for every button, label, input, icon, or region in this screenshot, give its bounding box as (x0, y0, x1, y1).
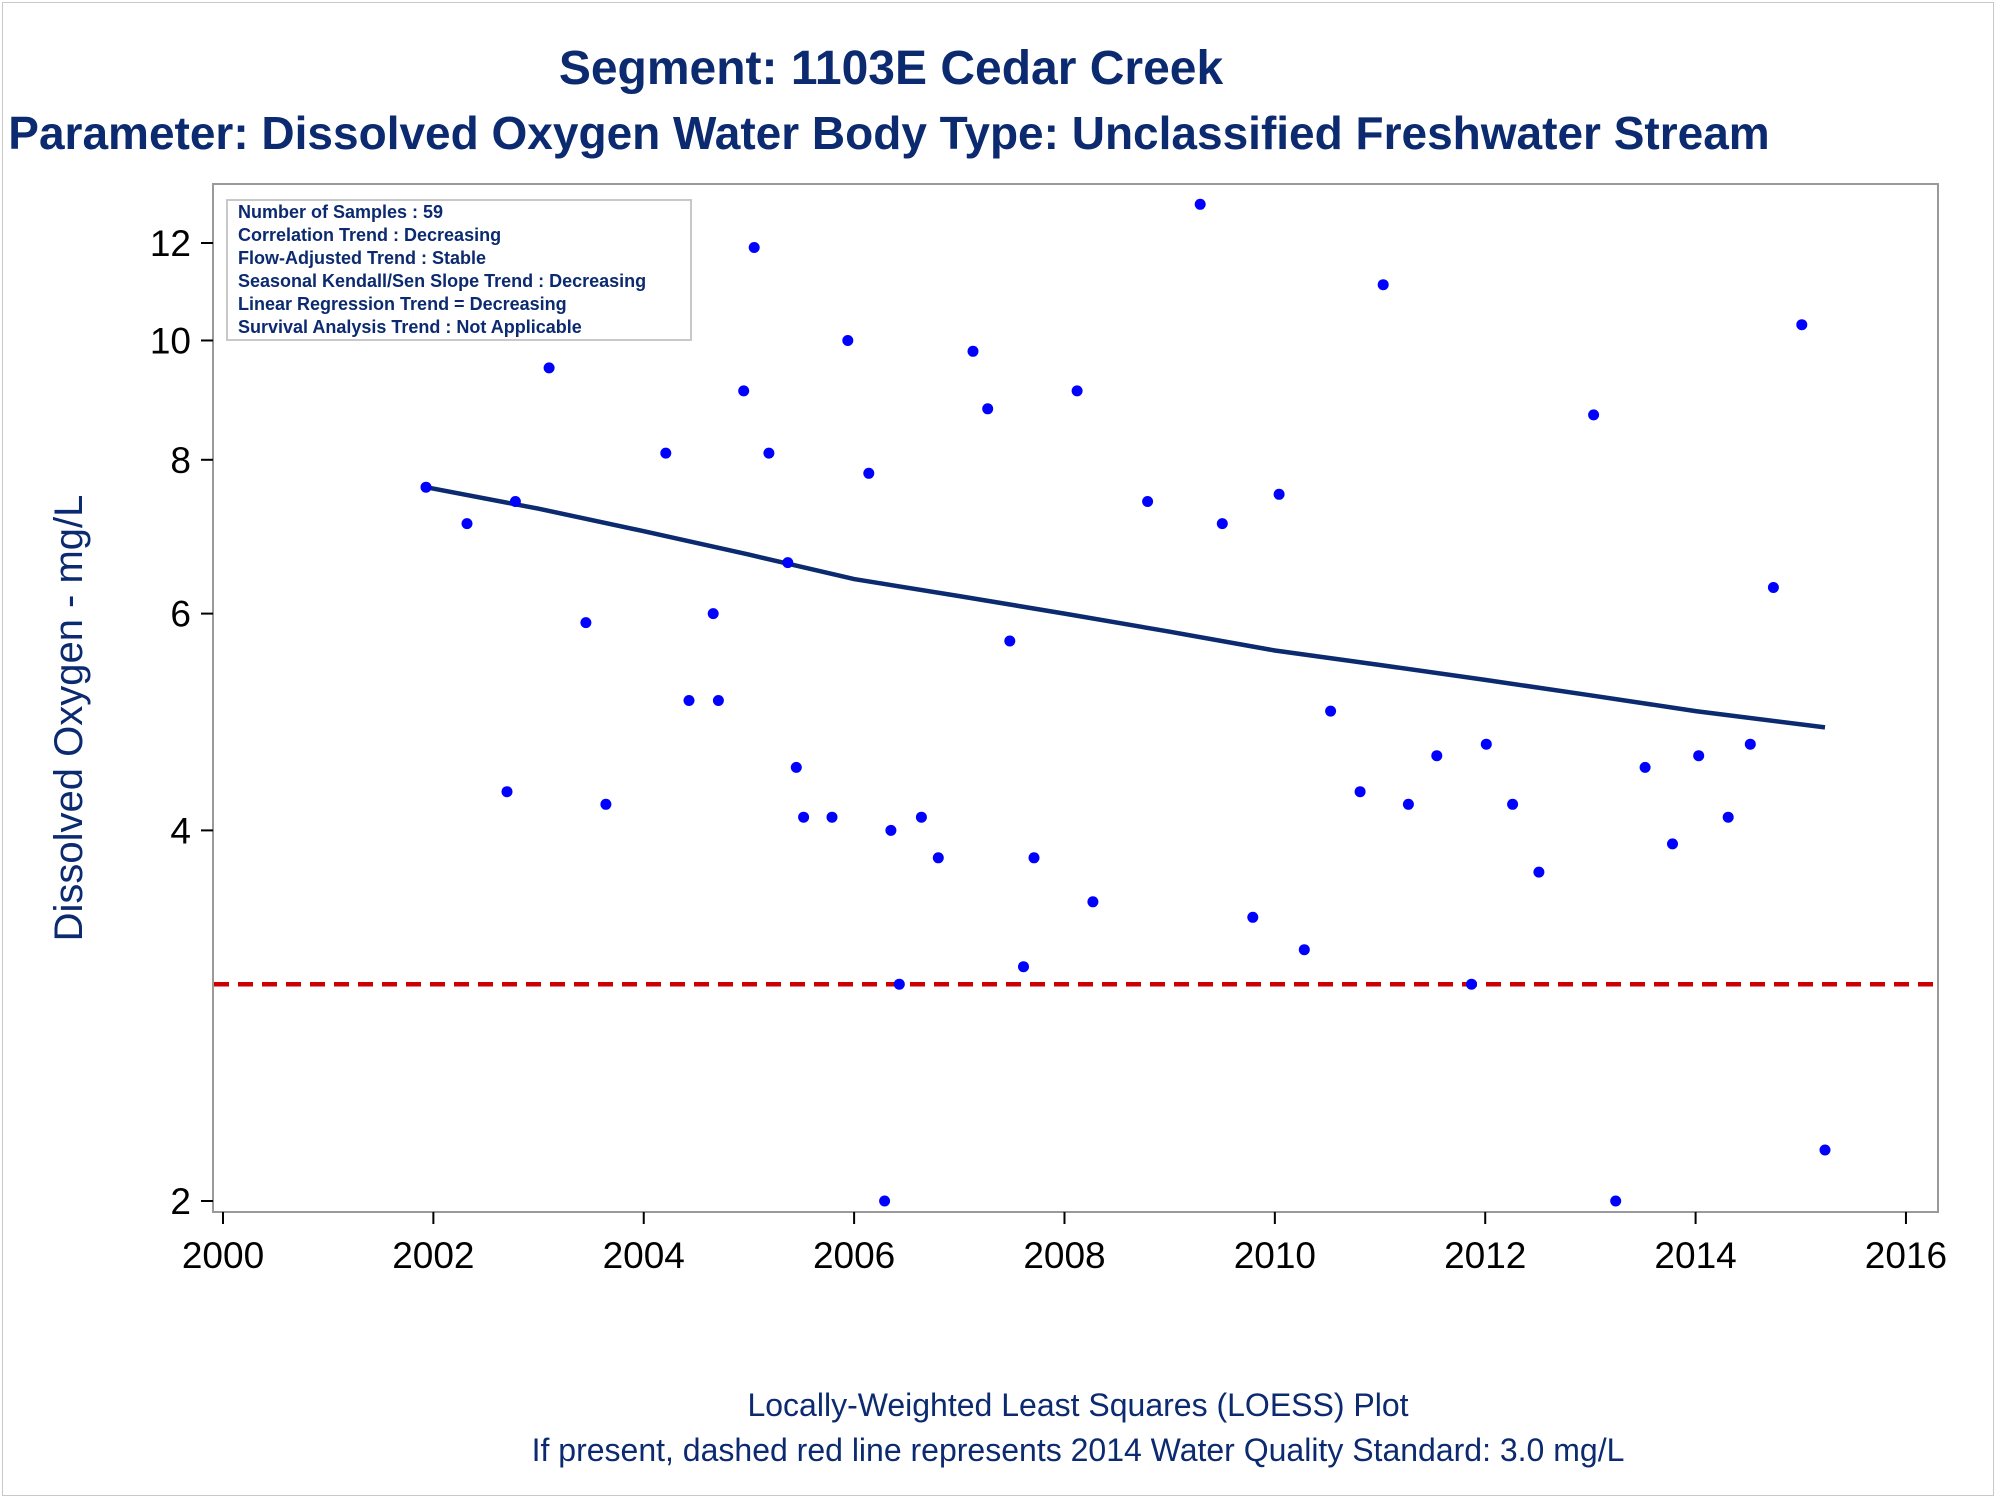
data-point-42 (1354, 786, 1366, 798)
chart-subtitle: Parameter: Dissolved Oxygen Water Body T… (8, 107, 1769, 159)
data-point-36 (1194, 198, 1206, 210)
data-point-21 (842, 335, 854, 346)
x-tick-label-2012: 2012 (1444, 1235, 1526, 1276)
data-point-14 (738, 385, 750, 397)
data-point-41 (1325, 705, 1337, 717)
y-tick-label-2: 2 (170, 1181, 191, 1222)
data-point-34 (1087, 896, 1099, 908)
data-point-40 (1298, 944, 1310, 956)
y-axis-label: Dissolved Oxygen - mg/L (47, 495, 91, 942)
y-tick-label-4: 4 (170, 810, 191, 851)
y-tick-label-6: 6 (170, 594, 191, 635)
x-tick-label-2010: 2010 (1234, 1235, 1316, 1276)
data-point-15 (748, 242, 760, 253)
data-point-39 (1273, 488, 1285, 500)
data-point-58 (1796, 319, 1808, 331)
footnote-method: Locally-Weighted Least Squares (LOESS) P… (747, 1387, 1408, 1423)
data-point-59 (1819, 1144, 1831, 1156)
x-tick-label-2006: 2006 (813, 1235, 895, 1276)
data-point-32 (1028, 852, 1040, 864)
data-point-57 (1767, 582, 1779, 593)
y-tick-label-8: 8 (170, 440, 191, 481)
loess-trend-line (425, 484, 1826, 730)
plot-area (212, 183, 1939, 1213)
data-point-16 (763, 447, 775, 459)
data-point-29 (982, 403, 994, 415)
data-point-56 (1744, 738, 1756, 750)
data-point-30 (1004, 635, 1016, 647)
data-point-54 (1693, 750, 1705, 762)
info-correlation: Correlation Trend : Decreasing (238, 225, 501, 245)
info-samples: Number of Samples : 59 (238, 202, 443, 222)
x-tick-label-2000: 2000 (182, 1235, 264, 1276)
data-point-51 (1610, 1195, 1622, 1207)
x-tick-label-2002: 2002 (392, 1235, 474, 1276)
data-point-9 (600, 798, 612, 810)
data-point-38 (1247, 911, 1259, 923)
info-seasonal-kendall: Seasonal Kendall/Sen Slope Trend : Decre… (238, 271, 646, 291)
x-tick-label-2016: 2016 (1865, 1235, 1947, 1276)
info-linear-regression: Linear Regression Trend = Decreasing (238, 294, 567, 314)
data-point-43 (1377, 279, 1389, 291)
y-tick-label-10: 10 (150, 320, 191, 361)
trend-info-box: Number of Samples : 59 Correlation Trend… (226, 199, 692, 341)
info-survival: Survival Analysis Trend : Not Applicable (238, 317, 582, 337)
data-point-50 (1588, 409, 1600, 421)
data-point-18 (790, 761, 802, 773)
x-tick-label-2008: 2008 (1023, 1235, 1105, 1276)
data-point-28 (967, 345, 979, 357)
y-tick-label-12: 12 (150, 223, 191, 264)
data-point-1 (420, 481, 432, 493)
data-point-45 (1431, 750, 1443, 762)
data-point-53 (1667, 838, 1678, 850)
data-point-4 (501, 786, 513, 798)
data-point-44 (1402, 798, 1414, 810)
info-flow-adjusted: Flow-Adjusted Trend : Stable (238, 248, 486, 268)
data-point-47 (1480, 738, 1492, 750)
data-point-22 (863, 467, 875, 479)
x-tick-label-2004: 2004 (603, 1235, 685, 1276)
data-point-49 (1533, 866, 1545, 878)
data-point-24 (885, 824, 897, 836)
x-tick-label-2014: 2014 (1654, 1235, 1736, 1276)
trend-layer (425, 484, 1826, 730)
data-point-52 (1639, 761, 1651, 773)
data-point-25 (893, 978, 905, 990)
chart-title: Segment: 1103E Cedar Creek (559, 42, 1224, 95)
data-point-10 (660, 447, 672, 459)
data-point-5 (509, 496, 521, 507)
data-point-33 (1071, 385, 1083, 397)
data-point-46 (1466, 978, 1477, 990)
footnote-standard: If present, dashed red line represents 2… (532, 1432, 1625, 1468)
data-point-48 (1507, 798, 1519, 810)
data-point-20 (826, 811, 838, 823)
x-axis: 2000 2002 2004 2006 2008 2010 2012 2014 2016 (182, 1212, 1947, 1276)
y-axis: 2 4 6 8 10 12 (150, 223, 213, 1222)
data-point-26 (915, 811, 927, 823)
data-point-3 (461, 518, 473, 530)
data-point-37 (1216, 518, 1228, 530)
data-point-12 (707, 608, 719, 620)
points-layer (420, 198, 1831, 1207)
data-point-7 (543, 362, 555, 374)
data-point-27 (932, 852, 944, 864)
data-point-55 (1722, 811, 1734, 823)
data-point-8 (580, 617, 592, 629)
data-point-11 (683, 695, 695, 706)
do-trend-chart: Segment: 1103E Cedar Creek Parameter: Di… (8, 42, 1947, 1468)
data-point-35 (1142, 496, 1154, 507)
data-point-31 (1018, 961, 1029, 973)
data-point-19 (798, 811, 810, 823)
data-point-17 (782, 557, 794, 569)
data-point-23 (879, 1195, 891, 1207)
data-point-13 (712, 695, 724, 706)
